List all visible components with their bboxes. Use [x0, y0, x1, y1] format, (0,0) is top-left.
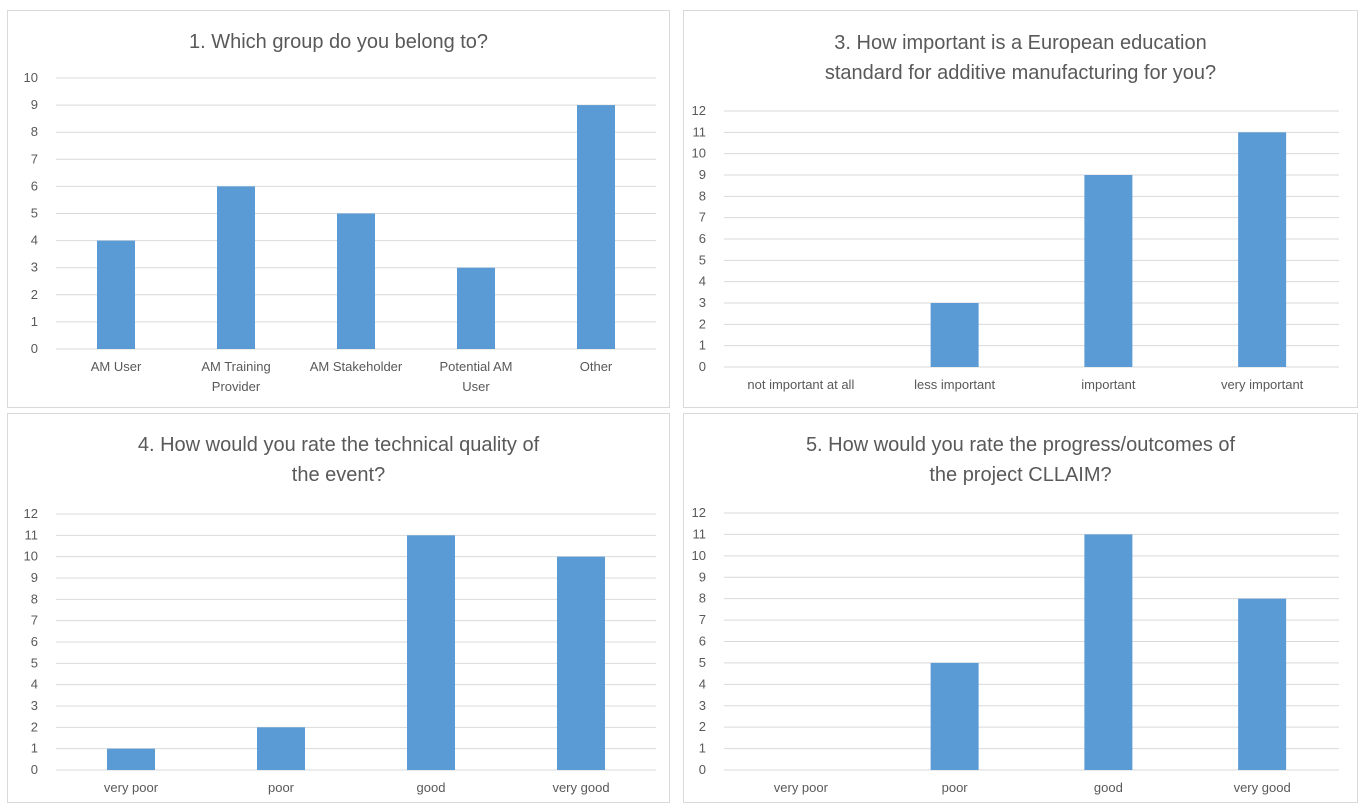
x-category-label: AM Stakeholder: [310, 359, 403, 374]
bar: [107, 748, 155, 770]
y-tick-label: 5: [31, 206, 38, 221]
y-tick-label: 11: [693, 124, 707, 139]
y-tick-label: 1: [31, 314, 38, 329]
bar: [557, 556, 605, 770]
y-tick-label: 2: [699, 719, 706, 734]
x-category-label: good: [1094, 780, 1123, 795]
x-category-label: good: [417, 780, 446, 795]
x-category-label: very good: [1234, 780, 1291, 795]
y-tick-label: 7: [31, 613, 38, 628]
bar: [930, 662, 979, 770]
y-tick-label: 5: [699, 655, 706, 670]
y-tick-label: 5: [31, 655, 38, 670]
bar: [930, 303, 979, 367]
bar: [1238, 132, 1287, 367]
chart-panel-progress: 5. How would you rate the progress/outco…: [683, 413, 1358, 803]
y-tick-label: 9: [31, 97, 38, 112]
bar: [407, 535, 455, 770]
chart-title: 4. How would you rate the technical qual…: [137, 434, 540, 486]
x-category-label: AM Training: [201, 359, 270, 374]
chart-title: 5. How would you rate the progress/outco…: [805, 434, 1236, 486]
y-tick-label: 4: [31, 677, 38, 692]
y-tick-label: 2: [31, 719, 38, 734]
chart-title: 3. How important is a European education…: [824, 32, 1217, 84]
chart-panel-importance: 3. How important is a European education…: [683, 10, 1358, 408]
bar-chart-group: 0 1 2 3 4 5 6 7 8 9 10 AM User AM Training Provider AM…: [24, 70, 656, 394]
x-category-label: AM User: [91, 359, 142, 374]
bar: [337, 213, 375, 349]
y-tick-label: 9: [699, 569, 706, 584]
y-tick-label: 4: [31, 233, 38, 248]
y-tick-label: 0: [31, 341, 38, 356]
y-tick-label: 11: [693, 526, 707, 541]
y-tick-label: 5: [699, 252, 706, 267]
chart-panel-technical-quality: 4. How would you rate the technical qual…: [7, 413, 670, 803]
y-tick-label: 3: [699, 295, 706, 310]
x-category-label: very poor: [774, 780, 829, 795]
y-tick-label: 7: [699, 210, 706, 225]
y-tick-label: 0: [699, 359, 706, 374]
y-tick-label: 7: [699, 612, 706, 627]
y-tick-label: 8: [31, 124, 38, 139]
y-tick-label: 6: [699, 634, 706, 649]
y-tick-label: 10: [24, 70, 38, 85]
y-tick-label: 1: [699, 741, 706, 756]
y-tick-label: 8: [31, 591, 38, 606]
bar: [1084, 175, 1133, 367]
y-tick-label: 1: [699, 338, 706, 353]
y-tick-label: 7: [31, 151, 38, 166]
chart-panel-group: 1. Which group do you belong to? 0 1 2 3 4 5 6…: [7, 10, 670, 408]
x-category-label: User: [462, 379, 490, 394]
y-tick-label: 9: [699, 167, 706, 182]
bar: [97, 240, 135, 349]
y-tick-label: 8: [699, 591, 706, 606]
y-tick-label: 2: [699, 316, 706, 331]
y-tick-label: 10: [24, 549, 38, 564]
y-tick-label: 6: [699, 231, 706, 246]
bar: [457, 267, 495, 349]
bar: [1084, 534, 1133, 770]
y-tick-label: 2: [31, 287, 38, 302]
y-tick-label: 1: [31, 741, 38, 756]
y-tick-label: 6: [31, 178, 38, 193]
y-tick-label: 6: [31, 634, 38, 649]
x-category-label: less important: [914, 377, 995, 392]
y-tick-label: 11: [25, 527, 39, 542]
y-tick-label: 12: [24, 506, 38, 521]
y-tick-label: 3: [699, 698, 706, 713]
bar: [257, 727, 305, 770]
x-category-label: Provider: [212, 379, 261, 394]
bar: [577, 105, 615, 349]
bar: [217, 186, 255, 349]
y-tick-label: 3: [31, 698, 38, 713]
x-category-label: very poor: [104, 780, 159, 795]
x-category-label: important: [1081, 377, 1136, 392]
y-tick-label: 12: [692, 505, 706, 520]
y-tick-label: 4: [699, 274, 706, 289]
bar: [1238, 598, 1287, 770]
x-category-label: not important at all: [747, 377, 854, 392]
y-tick-label: 0: [31, 762, 38, 777]
y-tick-label: 9: [31, 570, 38, 585]
y-tick-label: 0: [699, 762, 706, 777]
y-tick-label: 4: [699, 676, 706, 691]
x-category-label: poor: [268, 780, 295, 795]
x-category-label: Other: [580, 359, 613, 374]
x-category-label: very important: [1221, 377, 1304, 392]
y-tick-label: 10: [692, 548, 706, 563]
chart-title: 1. Which group do you belong to?: [188, 31, 489, 53]
x-category-label: poor: [942, 780, 969, 795]
y-tick-label: 12: [692, 103, 706, 118]
x-category-label: very good: [552, 780, 609, 795]
x-category-label: Potential AM: [440, 359, 513, 374]
y-tick-label: 3: [31, 260, 38, 275]
y-tick-label: 8: [699, 188, 706, 203]
y-tick-label: 10: [692, 146, 706, 161]
